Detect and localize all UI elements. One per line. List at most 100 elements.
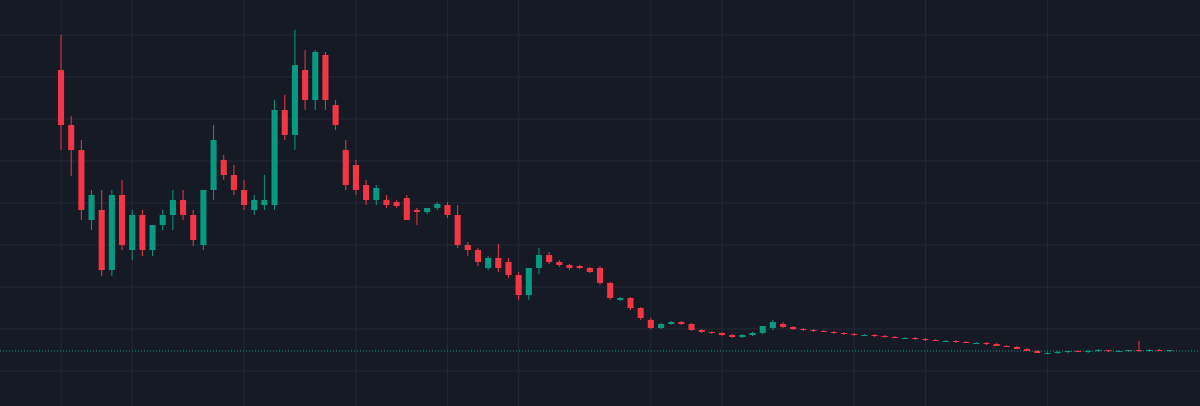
candle-body	[1166, 350, 1173, 351]
candle-body	[637, 308, 644, 318]
candle-body	[1064, 351, 1071, 352]
candle-body	[210, 140, 217, 190]
candle-body	[698, 330, 705, 332]
candle-body	[363, 185, 370, 200]
candle-body	[932, 340, 939, 341]
candle-body	[952, 341, 959, 342]
candle-body	[525, 268, 532, 295]
candle-body	[220, 160, 227, 175]
candle-body	[271, 110, 278, 205]
candle-body	[1085, 351, 1092, 352]
candle-body	[1125, 350, 1132, 351]
candle-body	[1135, 350, 1143, 351]
candle-body	[342, 150, 349, 185]
candle-body	[291, 65, 298, 135]
candle-body	[830, 332, 837, 333]
candle-body	[769, 322, 776, 328]
candle-body	[515, 275, 522, 295]
candle-body	[180, 200, 187, 215]
candle-body	[851, 334, 858, 335]
candle-body	[1024, 349, 1031, 351]
candle-body	[1105, 350, 1112, 351]
candle-body	[576, 266, 583, 268]
candle-body	[332, 105, 339, 125]
candle-body	[444, 205, 451, 215]
candle-body	[261, 200, 268, 205]
candle-body	[800, 329, 807, 330]
candle-body	[963, 342, 970, 343]
candle-body	[790, 327, 797, 329]
candle-body	[312, 52, 319, 100]
candle-body	[810, 330, 817, 331]
candle-body	[149, 225, 156, 250]
candle-body	[393, 202, 400, 206]
candle-body	[322, 55, 329, 100]
candle-body	[718, 333, 726, 335]
candle-body	[1074, 351, 1082, 352]
candle-body	[607, 283, 614, 298]
candle-body	[251, 200, 258, 210]
candle-body	[383, 200, 390, 205]
candle-body	[881, 336, 888, 337]
candle-body	[942, 341, 949, 342]
candle-body	[983, 343, 990, 344]
candle-body	[891, 337, 898, 338]
candle-body	[241, 190, 248, 205]
candle-body	[1054, 352, 1061, 353]
candle-body	[617, 298, 624, 300]
candle-body	[118, 195, 126, 245]
candle-body	[1115, 351, 1122, 352]
candle-body	[729, 335, 736, 337]
candle-body	[1146, 350, 1153, 351]
candle-body	[485, 258, 492, 268]
candle-body	[678, 322, 685, 324]
candle-body	[759, 326, 766, 333]
candle-body	[861, 335, 868, 336]
candle-body	[668, 322, 675, 324]
candle-body	[841, 333, 848, 334]
candle-body	[556, 262, 563, 265]
candle-body	[413, 210, 420, 212]
candle-body	[139, 215, 146, 250]
candle-body	[68, 125, 75, 150]
candle-body	[352, 165, 359, 190]
candle-body	[190, 215, 197, 240]
candle-body	[922, 339, 929, 340]
candle-body	[647, 320, 654, 328]
candle-body	[474, 250, 482, 262]
candle-body	[373, 188, 380, 200]
candle-body	[159, 215, 166, 225]
candle-body	[535, 255, 543, 268]
candle-body	[88, 195, 95, 220]
candle-body	[78, 150, 85, 210]
candle-body	[169, 200, 176, 215]
candle-body	[454, 215, 461, 245]
candle-body	[627, 298, 634, 308]
candle-body	[657, 324, 665, 328]
candle-body	[566, 265, 573, 268]
candle-body	[820, 331, 827, 332]
candle-body	[688, 324, 695, 330]
candle-body	[708, 332, 715, 333]
candle-body	[1095, 350, 1102, 351]
candle-body	[281, 110, 288, 135]
candle-body	[1156, 350, 1163, 351]
candle-body	[230, 175, 237, 190]
candle-body	[464, 245, 471, 250]
candle-body	[902, 338, 909, 339]
candle-body	[129, 215, 136, 250]
candle-body	[495, 258, 502, 268]
candle-body	[993, 344, 1000, 346]
candle-body	[546, 255, 553, 262]
candle-body	[1003, 346, 1010, 347]
candle-body	[780, 324, 787, 327]
candle-body	[302, 70, 309, 100]
candle-body	[434, 204, 441, 208]
candle-body	[749, 333, 756, 335]
candle-body	[108, 195, 115, 270]
candle-body	[1034, 351, 1041, 353]
candle-body	[505, 262, 512, 275]
candle-body	[424, 208, 431, 212]
candle-body	[973, 343, 980, 344]
